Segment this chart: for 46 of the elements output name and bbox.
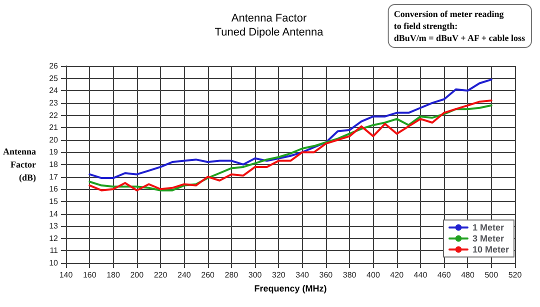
y-tick-label: 26 <box>49 62 59 70</box>
y-tick-label: 11 <box>50 246 59 256</box>
x-tick-label: 380 <box>342 270 357 280</box>
legend-label: 10 Meter <box>472 244 510 254</box>
text: Conversion of meter reading to field strength: dBuV/m = dBuV + AF + cable loss <box>394 9 526 43</box>
x-tick-label: 400 <box>366 270 380 280</box>
y-axis-title: Antenna Factor (dB) <box>2 146 36 182</box>
x-tick-label: 240 <box>177 270 192 280</box>
y-tick-label: 22 <box>49 110 59 120</box>
x-tick-label: 140 <box>59 270 74 280</box>
y-tick-label: 19 <box>49 148 59 157</box>
x-tick-label: 200 <box>130 270 144 280</box>
x-tick-label: 160 <box>82 270 97 280</box>
x-axis-title: Frequency (MHz) <box>254 283 327 294</box>
x-tick-label: 180 <box>106 270 120 280</box>
x-tick-label: 480 <box>461 270 475 280</box>
x-tick-label: 460 <box>437 270 452 280</box>
x-tick-label: 500 <box>484 270 499 280</box>
y-tick-label: 16 <box>49 184 59 194</box>
x-tick-label: 260 <box>201 270 216 280</box>
y-tick-label: 10 <box>49 258 59 268</box>
x-tick-label: 360 <box>319 270 334 280</box>
line-series <box>88 78 492 180</box>
legend-label: 3 Meter <box>472 234 504 244</box>
chart-subtitle: Tuned Dipole Antenna <box>214 26 324 38</box>
chart-title: Antenna Factor <box>231 12 307 24</box>
x-tick-label: 320 <box>272 270 286 280</box>
y-tick-label: 23 <box>49 98 59 108</box>
x-tick-label: 280 <box>224 270 239 280</box>
x-tick-label: 440 <box>414 270 428 280</box>
x-tick-label: 340 <box>296 270 310 280</box>
legend-label: 1 Meter <box>472 222 504 232</box>
y-tick-label: 13 <box>49 222 59 231</box>
y-tick-label: 24 <box>49 86 59 96</box>
y-tick-label: 25 <box>49 74 59 83</box>
x-tick-label: 520 <box>508 270 522 280</box>
x-tick-label: 420 <box>390 270 404 280</box>
y-tick-label: 14 <box>49 209 59 218</box>
y-tick-label: 21 <box>49 123 59 132</box>
y-tick-label: 18 <box>49 160 59 169</box>
y-tick-label: 17 <box>49 172 59 182</box>
x-tick-label: 300 <box>248 270 262 280</box>
y-tick-label: 20 <box>49 135 59 144</box>
y-tick-label: 12 <box>49 234 59 243</box>
x-tick-label: 220 <box>154 270 168 280</box>
y-tick-label: 15 <box>49 196 59 206</box>
